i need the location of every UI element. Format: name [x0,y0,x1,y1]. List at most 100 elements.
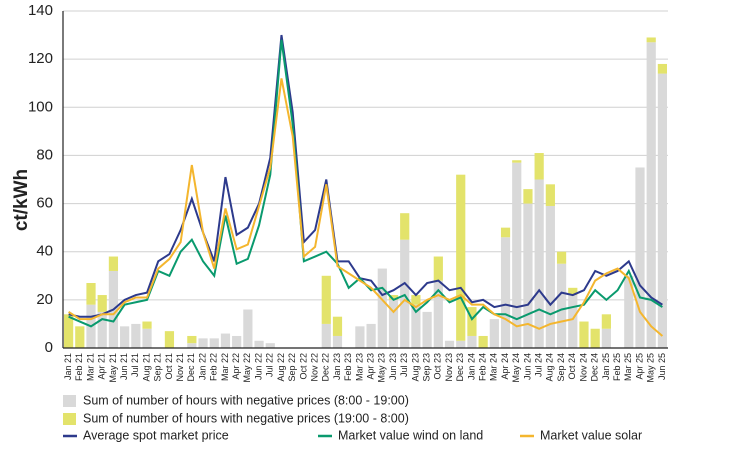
x-tick-label: May 25 [646,353,656,383]
x-tick-label: Oct 24 [567,353,577,380]
bar-segment [657,73,667,348]
y-tick-label: 100 [28,98,53,115]
y-axis-label: ct/kWh [11,169,32,231]
bar-segment [579,321,589,348]
bar-segment [489,319,499,348]
x-tick-label: Feb 22 [209,353,219,381]
bar-segment [355,326,365,348]
x-tick-label: Mar 24 [489,353,499,381]
x-tick-label: Apr 22 [231,353,241,380]
bar-segment [254,340,264,348]
bar-segment [433,256,443,281]
bar-segment [500,227,511,238]
line-series [68,34,663,318]
x-tick-label: May 22 [242,353,252,383]
bar-segment [265,343,275,348]
x-tick-label: Sep 21 [153,353,163,382]
x-tick-label: Feb 23 [343,353,353,381]
bar-segment [646,37,656,43]
x-tick-label: Jul 23 [399,353,409,377]
x-tick-label: Sep 24 [556,353,566,382]
x-tick-label: Oct 22 [298,353,308,380]
x-tick-label: Jan 25 [601,353,611,380]
bar-segment [131,323,141,348]
bar-segment [635,167,645,348]
bar-segment [232,335,242,348]
x-tick-label: Feb 24 [478,353,488,381]
bar-segment [120,326,130,348]
x-tick-label: Jun 24 [522,353,532,380]
bar-segment [545,205,555,348]
bar-segment [556,263,567,348]
line-series [68,78,664,337]
bar-segment [512,162,522,348]
bar-segment [332,335,343,348]
x-tick-label: Jul 24 [534,353,544,377]
bar-segment [198,338,208,348]
x-tick-label: Jul 22 [265,353,275,377]
x-tick-label: Jan 23 [332,353,342,380]
x-tick-label: Apr 21 [97,353,107,380]
legend-label: Market value wind on land [338,428,483,442]
x-tick-label: Jun 25 [657,353,667,380]
x-tick-label: Jan 22 [197,353,207,380]
x-tick-label: Jan 24 [466,353,476,380]
x-tick-label: Jun 21 [119,353,129,380]
x-tick-label: Aug 24 [545,353,555,382]
x-tick-label: Oct 21 [164,353,174,380]
bar-segment [467,307,477,336]
bar-segment [366,323,376,348]
bar-segment [97,311,107,348]
bar-segment [164,331,175,348]
bar-segment [220,333,231,348]
x-tick-label: Feb 21 [74,353,84,381]
x-tick-label: Apr 24 [500,353,510,380]
bar-segment [601,328,611,348]
bar-segment [601,314,611,329]
bar-segment [187,343,197,348]
bar-segment [108,256,119,271]
x-tick-label: Mar 22 [220,353,230,381]
bar-segment [97,295,107,312]
x-tick-label: Jun 23 [388,353,398,380]
bar-segment [500,237,511,348]
x-tick-label: Aug 23 [410,353,420,382]
x-tick-label: Nov 21 [175,353,185,382]
legend-swatch [63,413,76,425]
bar-segment [590,328,600,348]
bar-segment [75,326,85,348]
y-tick-label: 120 [28,50,53,67]
bar-segment [433,280,443,348]
x-tick-label: Nov 23 [444,353,454,382]
bar-segment [243,309,253,348]
bar-segment [456,340,466,348]
x-tick-label: Aug 21 [141,353,151,382]
x-tick-label: Jan 21 [63,353,73,380]
x-tick-label: May 24 [511,353,521,383]
x-tick-label: Sep 23 [421,353,431,382]
bar-segment [411,295,421,305]
bar-segment [388,295,399,300]
legend-label: Sum of number of hours with negative pri… [83,393,409,407]
x-tick-label: May 23 [377,353,387,383]
bar-segment [534,153,544,180]
x-tick-label: Sep 22 [287,353,297,382]
y-tick-label: 60 [36,195,53,212]
y-tick-label: 40 [36,243,53,260]
bar-segment [388,299,399,348]
legend-label: Average spot market price [83,428,229,442]
bar-segment [456,174,466,341]
x-tick-label: Oct 23 [433,353,443,380]
legend-label: Sum of number of hours with negative pri… [83,411,409,425]
x-tick-label: Nov 22 [309,353,319,382]
y-tick-label: 0 [45,339,53,356]
x-tick-label: Mar 23 [354,353,364,381]
bar-segment [657,63,667,74]
y-tick-label: 20 [36,291,53,308]
x-tick-label: Dec 21 [186,353,196,382]
x-tick-label: May 21 [108,353,118,383]
bar-segment [545,184,555,206]
bar-segment [556,251,567,264]
x-tick-label: Mar 21 [85,353,95,381]
bar-segment [400,213,410,240]
